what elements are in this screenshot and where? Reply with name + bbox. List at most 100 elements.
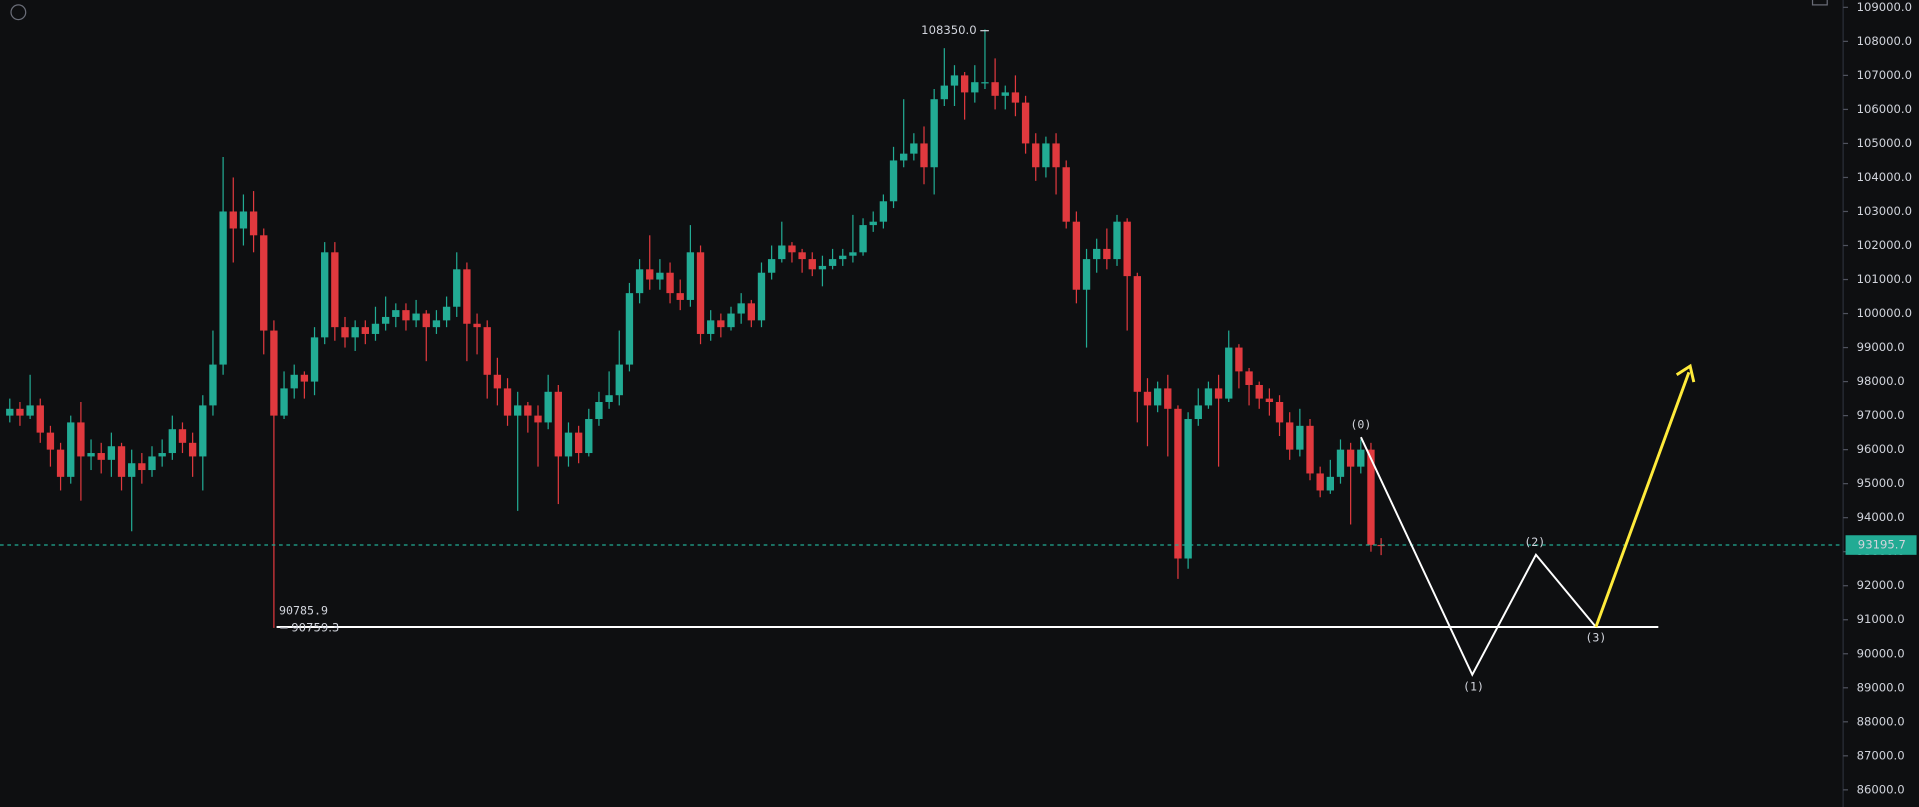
y-tick-label: 98000.0 (1857, 374, 1905, 388)
wave-label: (0) (1350, 417, 1371, 431)
candle-body (87, 453, 95, 457)
corner-icon[interactable] (1811, 0, 1828, 6)
candle-body (971, 82, 979, 93)
candle-body (1052, 143, 1060, 168)
candle-body (138, 463, 146, 471)
candle-body (412, 313, 420, 321)
candle-body (585, 419, 593, 454)
candle-body (361, 327, 369, 334)
candle-body (1103, 248, 1111, 260)
candle-body (839, 255, 847, 260)
y-tick-label: 90000.0 (1857, 646, 1905, 660)
candle-body (77, 422, 85, 457)
candle-body (1346, 449, 1355, 467)
candle-body (280, 388, 288, 416)
candle-body (635, 269, 644, 294)
y-tick-label: 99000.0 (1857, 340, 1905, 354)
y-tick-label: 87000.0 (1857, 748, 1905, 762)
candle-body (747, 303, 755, 321)
candle-body (260, 235, 268, 331)
candle-body (767, 259, 776, 273)
candle-body (1062, 167, 1070, 222)
candle-body (514, 405, 522, 416)
candle-body (788, 245, 796, 253)
candle-body (178, 429, 187, 443)
candle-body (117, 446, 126, 477)
y-tick-label: 97000.0 (1857, 408, 1905, 422)
candle-body (1357, 449, 1365, 467)
candle-body (940, 85, 948, 100)
settings-icon[interactable] (10, 4, 27, 21)
y-tick-label: 106000.0 (1857, 102, 1912, 116)
candle-body (615, 364, 623, 396)
candle-body (1133, 276, 1141, 392)
low-label: 90759.3 (291, 620, 339, 634)
candle-body (991, 82, 999, 96)
candle-body (1275, 402, 1284, 423)
candle-body (1367, 449, 1375, 545)
candle-body (46, 432, 55, 450)
candle-body (371, 323, 380, 334)
candle-body (56, 449, 65, 477)
candle-body (67, 422, 75, 477)
candle-body (524, 405, 532, 416)
y-tick-label: 102000.0 (1857, 238, 1912, 252)
y-tick-label: 96000.0 (1857, 442, 1905, 456)
candle-body (920, 143, 928, 168)
high-label: 108350.0 (921, 23, 976, 37)
candle-body (503, 388, 512, 416)
last-price-box (1845, 535, 1917, 555)
candle-body (1194, 405, 1202, 420)
y-tick-label: 89000.0 (1857, 680, 1905, 694)
candle-body (1326, 476, 1334, 491)
candle-body (1011, 92, 1020, 103)
projection-arrow (1594, 371, 1691, 628)
candle-body (696, 252, 705, 334)
y-tick-label: 103000.0 (1857, 204, 1912, 218)
candle-body (656, 272, 664, 280)
candle-body (1336, 449, 1345, 477)
candle-body (879, 201, 888, 222)
candle-body (16, 408, 24, 416)
candle-body (128, 463, 136, 477)
candle-body (1245, 371, 1253, 385)
y-tick-label: 107000.0 (1857, 68, 1912, 82)
candle-body (849, 252, 857, 256)
candle-body (148, 456, 156, 471)
candle-body (717, 320, 725, 328)
candle-body (1225, 347, 1233, 399)
candle-body (219, 211, 227, 365)
candle-body (1164, 388, 1172, 409)
wave-path (1360, 436, 1597, 677)
candle-body (321, 252, 329, 338)
y-tick-label: 109000.0 (1857, 0, 1912, 14)
candle-body (1316, 473, 1324, 491)
candle-body (432, 320, 441, 328)
candle-body (158, 453, 166, 457)
candle-body (818, 265, 827, 270)
candle-body (229, 211, 237, 229)
candle-body (859, 225, 867, 253)
candle-body (6, 408, 14, 416)
candle-body (676, 293, 684, 300)
candle-body (778, 245, 786, 260)
candle-body (1082, 259, 1091, 290)
y-tick-label: 108000.0 (1857, 34, 1912, 48)
candle-body (249, 211, 258, 236)
candle-body (341, 327, 349, 338)
candle-body (270, 330, 278, 416)
candle-body (1306, 425, 1314, 474)
candle-body (381, 316, 390, 324)
y-tick-label: 88000.0 (1857, 714, 1905, 728)
candle-body (828, 259, 837, 266)
y-tick-label: 92000.0 (1857, 578, 1905, 592)
candle-body (605, 395, 613, 403)
candle-body (534, 415, 542, 423)
candle-body (960, 75, 969, 93)
candle-body (107, 446, 116, 460)
candle-body (463, 269, 471, 324)
wave-label: (2) (1524, 535, 1545, 549)
candle-body (402, 310, 410, 321)
